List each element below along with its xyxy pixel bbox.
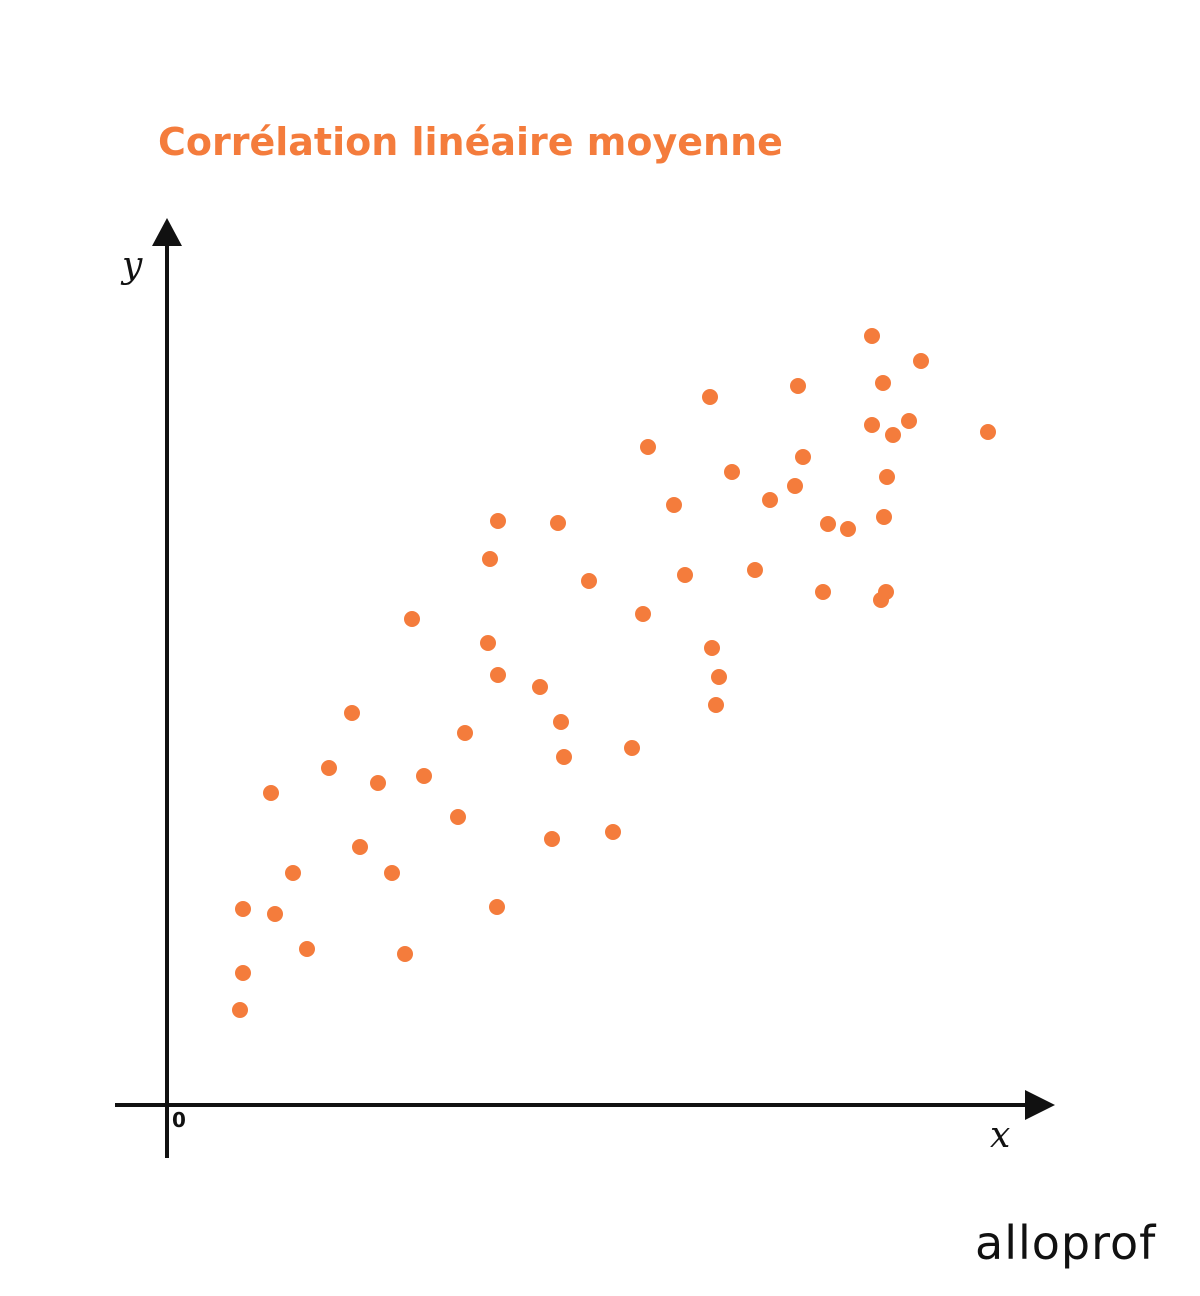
data-point-52 xyxy=(876,509,892,525)
data-point-13 xyxy=(397,946,413,962)
data-point-19 xyxy=(482,551,498,567)
data-point-5 xyxy=(299,941,315,957)
data-point-36 xyxy=(708,697,724,713)
data-point-41 xyxy=(762,492,778,508)
data-point-57 xyxy=(913,353,929,369)
data-point-30 xyxy=(624,740,640,756)
data-point-6 xyxy=(263,785,279,801)
data-point-8 xyxy=(321,760,337,776)
data-point-48 xyxy=(875,375,891,391)
data-point-47 xyxy=(840,521,856,537)
data-point-45 xyxy=(815,584,831,600)
y-axis-label: y xyxy=(120,245,143,286)
data-point-22 xyxy=(490,513,506,529)
data-point-2 xyxy=(235,965,251,981)
data-point-31 xyxy=(635,606,651,622)
x-axis-arrow-icon xyxy=(1025,1090,1055,1120)
data-point-40 xyxy=(747,562,763,578)
data-point-9 xyxy=(344,705,360,721)
data-point-16 xyxy=(450,809,466,825)
x-axis xyxy=(115,1090,1055,1120)
data-point-55 xyxy=(885,427,901,443)
data-point-26 xyxy=(556,749,572,765)
data-point-56 xyxy=(901,413,917,429)
data-point-39 xyxy=(724,464,740,480)
alloprof-logo: alloprof xyxy=(975,1216,1157,1270)
data-point-15 xyxy=(416,768,432,784)
data-point-14 xyxy=(404,611,420,627)
data-point-17 xyxy=(457,725,473,741)
data-point-12 xyxy=(384,865,400,881)
data-point-43 xyxy=(790,378,806,394)
data-point-24 xyxy=(544,831,560,847)
data-point-33 xyxy=(666,497,682,513)
data-point-11 xyxy=(370,775,386,791)
data-point-1 xyxy=(232,1002,248,1018)
data-point-27 xyxy=(550,515,566,531)
data-point-23 xyxy=(532,679,548,695)
data-point-10 xyxy=(352,839,368,855)
data-point-35 xyxy=(704,640,720,656)
data-point-42 xyxy=(787,478,803,494)
data-point-20 xyxy=(489,899,505,915)
data-point-7 xyxy=(285,865,301,881)
data-point-29 xyxy=(605,824,621,840)
data-point-21 xyxy=(490,667,506,683)
data-point-28 xyxy=(581,573,597,589)
data-point-37 xyxy=(711,669,727,685)
chart-title: Corrélation linéaire moyenne xyxy=(158,120,783,164)
data-point-38 xyxy=(702,389,718,405)
data-point-46 xyxy=(820,516,836,532)
data-point-54 xyxy=(864,328,880,344)
data-points xyxy=(232,328,996,1018)
data-point-49 xyxy=(864,417,880,433)
data-point-44 xyxy=(795,449,811,465)
data-point-25 xyxy=(553,714,569,730)
data-point-32 xyxy=(640,439,656,455)
data-point-50 xyxy=(879,469,895,485)
data-point-34 xyxy=(677,567,693,583)
x-axis-label: x xyxy=(990,1115,1010,1156)
y-axis xyxy=(152,218,182,1158)
origin-label: 0 xyxy=(172,1108,186,1132)
data-point-4 xyxy=(267,906,283,922)
data-point-18 xyxy=(480,635,496,651)
data-point-3 xyxy=(235,901,251,917)
y-axis-arrow-icon xyxy=(152,218,182,246)
data-point-58 xyxy=(980,424,996,440)
data-point-53 xyxy=(878,584,894,600)
